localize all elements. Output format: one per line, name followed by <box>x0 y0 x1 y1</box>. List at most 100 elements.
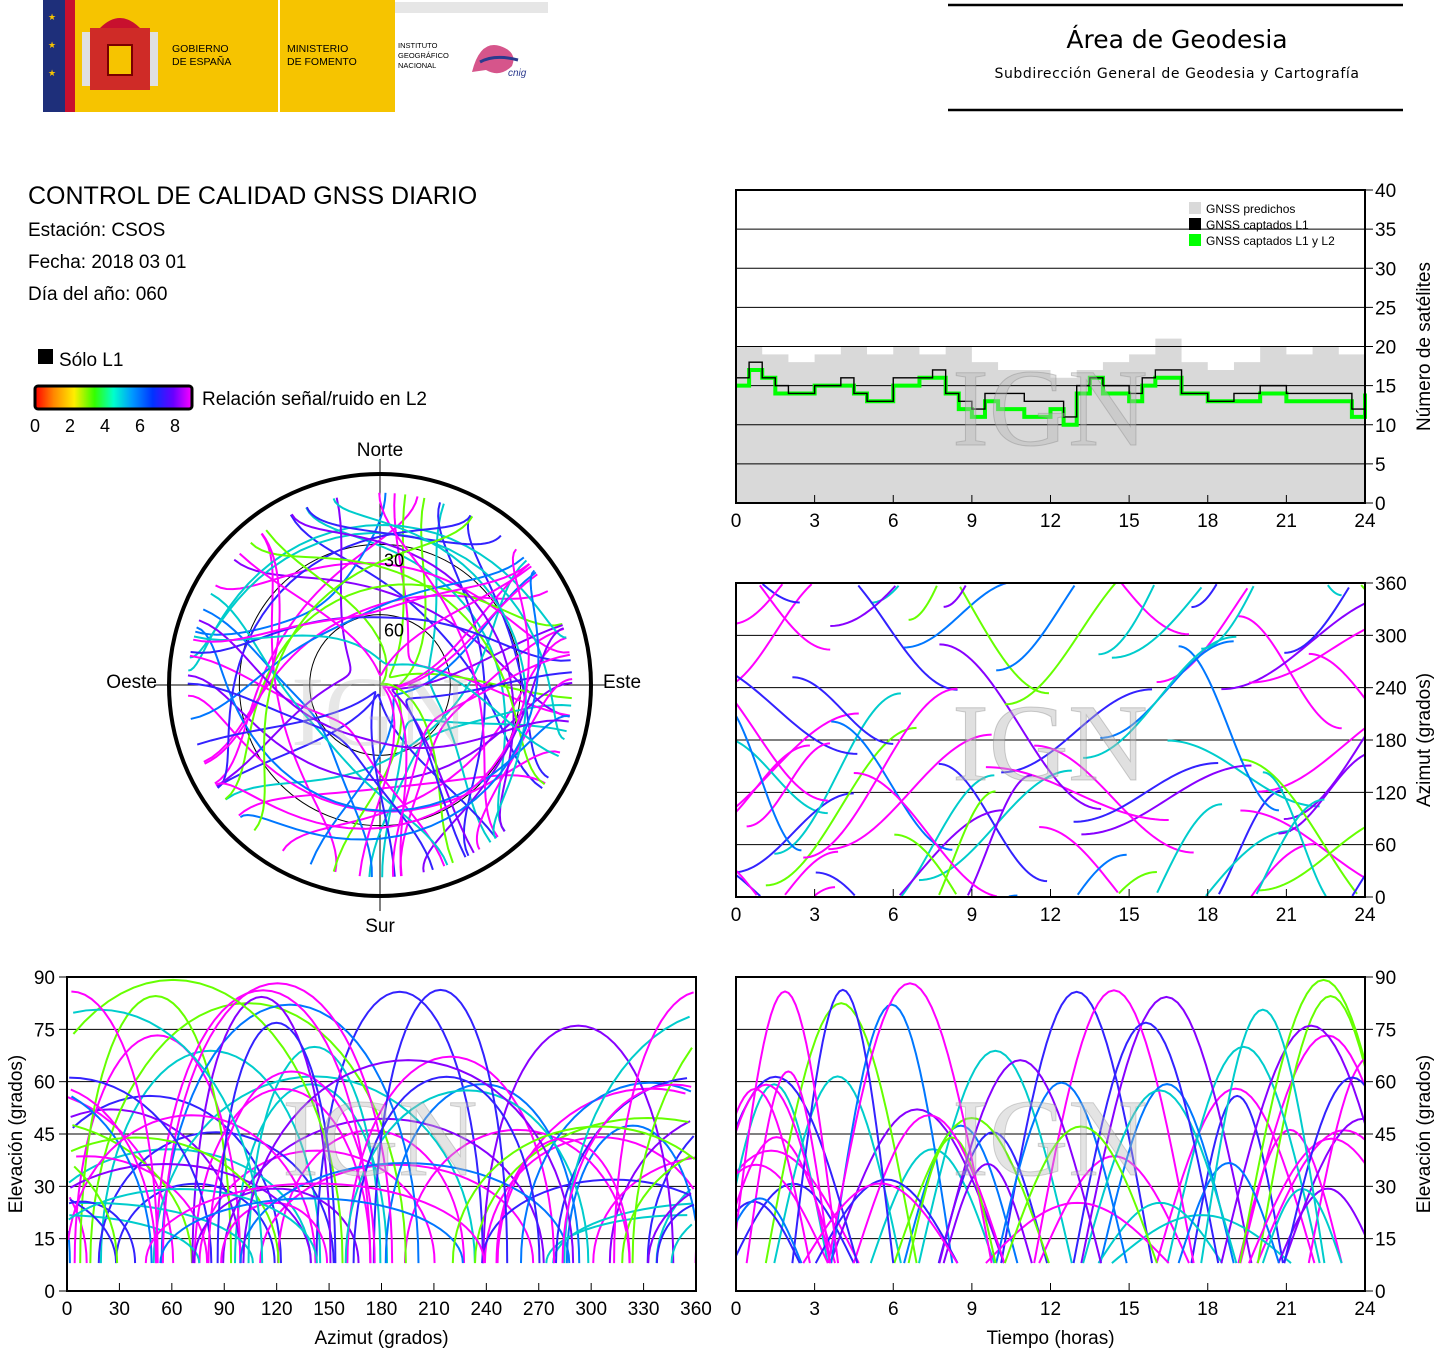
y-tick-label: 360 <box>1375 574 1407 595</box>
satellite-track <box>1167 739 1320 808</box>
satellite-track <box>831 720 953 851</box>
x-tick-label: 24 <box>1354 511 1376 532</box>
satellite-track <box>829 1108 1005 1264</box>
satellite-track <box>187 694 561 813</box>
satellite-track <box>736 583 839 896</box>
x-tick-label: 0 <box>731 1299 742 1320</box>
instituto-line2: GEOGRÁFICO <box>398 51 449 60</box>
y-tick-label: 0 <box>1375 1282 1386 1303</box>
satellite-track <box>938 1059 1103 1264</box>
satellite-track <box>1004 583 1157 895</box>
eu-flag-band <box>43 0 65 112</box>
satellite-track <box>830 585 1004 896</box>
snr-tick: 0 <box>30 416 40 436</box>
satellite-track <box>828 733 992 851</box>
satellite-track <box>764 1002 918 1264</box>
satellite-track <box>391 653 571 877</box>
satellite-track <box>1111 1214 1292 1264</box>
legend-label: GNSS predichos <box>1206 202 1295 216</box>
satellite-track <box>1166 1045 1321 1264</box>
svg-text:★: ★ <box>48 12 56 22</box>
y-tick-label: 15 <box>34 1230 55 1251</box>
snr-ticks: 0 2 4 6 8 <box>30 416 180 436</box>
y-tick-label: 30 <box>1375 259 1396 280</box>
satellite-track <box>69 1163 692 1264</box>
l1-only-swatch <box>38 349 53 364</box>
satellite-track <box>996 584 1127 896</box>
report-date: Fecha: 2018 03 01 <box>28 252 186 273</box>
x-tick-label: 6 <box>888 1299 899 1320</box>
satellite-track <box>746 742 831 828</box>
satellite-track <box>190 556 525 720</box>
satellite-track <box>69 1178 692 1264</box>
satellite-track <box>399 627 565 877</box>
satellite-track <box>1201 585 1325 895</box>
y-axis-label: Número de satélites <box>1414 262 1435 431</box>
eu-stars-icon: ★ ★ ★ <box>48 12 56 78</box>
area-header: Área de Geodesia Subdirección General de… <box>948 3 1403 112</box>
y-tick-label: 60 <box>34 1073 55 1094</box>
svg-text:★: ★ <box>48 40 56 50</box>
header-logos: ★ ★ ★ GOBIERNO DE ESPAÑA MINISTERIO DE FOM… <box>43 0 548 112</box>
x-tick-label: 9 <box>967 905 978 926</box>
satellite-track <box>736 990 840 1264</box>
skyplot-tracks <box>187 492 573 878</box>
x-tick-label: 18 <box>1197 1299 1218 1320</box>
y-tick-label: 15 <box>1375 1230 1396 1251</box>
satellite-track <box>1239 584 1365 895</box>
satellite-track <box>391 624 563 854</box>
snr-colorbar <box>33 384 194 411</box>
satellite-track <box>1307 1057 1365 1264</box>
satellite-track <box>1073 762 1219 823</box>
satellite-track <box>1098 584 1223 894</box>
satellite-track <box>1256 1129 1365 1264</box>
snr-tick: 8 <box>170 416 180 436</box>
coat-of-arms-icon <box>82 18 158 90</box>
report-station: Estación: CSOS <box>28 220 165 241</box>
azimuth-tracks <box>736 583 1365 897</box>
y-tick-label: 30 <box>1375 1177 1396 1198</box>
x-tick-label: 150 <box>313 1299 345 1320</box>
satellite-track <box>736 674 858 755</box>
satellite-track <box>79 995 233 1264</box>
satellite-track <box>1283 1076 1365 1264</box>
satellite-track <box>1248 628 1365 684</box>
y-axis-label: Elevación (grados) <box>1414 1055 1435 1213</box>
x-tick-label: 30 <box>109 1299 130 1320</box>
satellite-track <box>290 513 515 832</box>
y-tick-label: 75 <box>1375 1020 1396 1041</box>
x-tick-label: 210 <box>418 1299 450 1320</box>
satellite-track <box>765 726 917 887</box>
satellite-track <box>1248 1137 1365 1264</box>
x-tick-label: 6 <box>888 511 899 532</box>
satellite-track <box>71 990 694 1264</box>
x-tick-label: 0 <box>731 905 742 926</box>
satellite-track <box>736 744 810 814</box>
x-tick-label: 18 <box>1197 905 1218 926</box>
satellite-track <box>1081 764 1252 836</box>
satellite-track <box>358 573 538 877</box>
x-axis-label: Tiempo (horas) <box>986 1328 1114 1349</box>
legend-label: GNSS captados L1 <box>1206 218 1309 232</box>
satellite-track <box>815 584 958 897</box>
x-tick-label: 21 <box>1276 511 1297 532</box>
y-tick-label: 15 <box>1375 377 1396 398</box>
report-doy: Día del año: 060 <box>28 284 167 305</box>
x-tick-label: 3 <box>809 905 820 926</box>
satellite-track <box>736 584 831 896</box>
watermark-ign: IGN <box>952 1077 1148 1199</box>
satellite-track <box>736 740 828 815</box>
satellite-track <box>943 585 1032 896</box>
satellite-track <box>995 1081 1128 1264</box>
satellite-track <box>1308 652 1365 701</box>
satellite-track <box>198 619 569 749</box>
x-tick-label: 24 <box>1354 1299 1376 1320</box>
y-tick-label: 40 <box>1375 181 1396 202</box>
y-tick-label: 300 <box>1375 626 1407 647</box>
y-tick-label: 5 <box>1375 455 1386 476</box>
satellite-track <box>1083 635 1237 759</box>
satellite-track <box>736 713 802 852</box>
cnig-text: cnig <box>508 68 527 79</box>
satellite-track <box>1033 989 1195 1264</box>
